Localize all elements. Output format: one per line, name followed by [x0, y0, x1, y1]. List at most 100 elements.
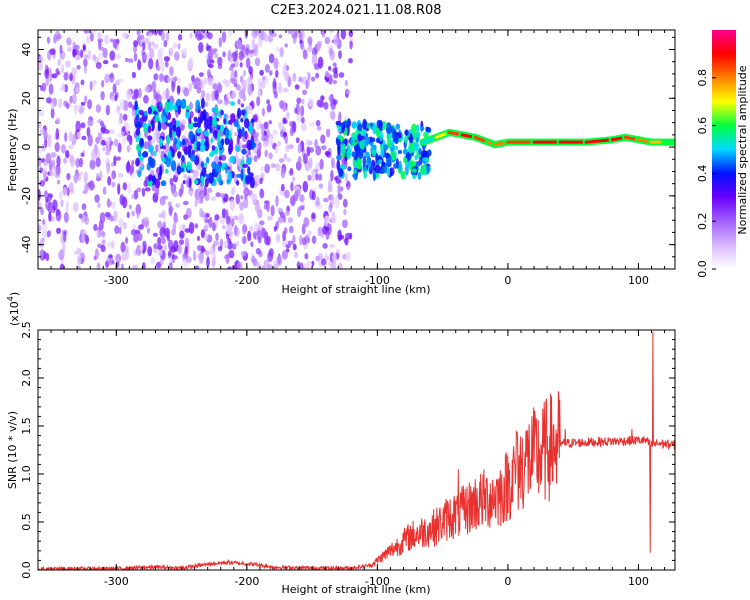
spectrogram-cell: [171, 80, 175, 93]
spectrogram-cell: [209, 126, 213, 134]
spectrogram-cell: [74, 177, 78, 184]
spectrogram-cell: [289, 167, 294, 176]
spectrogram-cell: [188, 222, 195, 234]
spectrogram-cell: [155, 144, 159, 153]
spectrogram-cell: [100, 46, 105, 52]
spectrogram-cell: [117, 142, 122, 153]
spectrogram-cell: [82, 189, 88, 195]
spectrogram-cell: [128, 204, 132, 210]
x-tick-label: 0: [504, 274, 511, 287]
spectrogram-cell: [50, 151, 57, 158]
spectrogram-cell: [178, 167, 185, 173]
spectrogram-cell: [38, 61, 42, 66]
spectrogram-cell: [347, 146, 352, 158]
spectrogram-cell: [209, 47, 213, 56]
spectrogram-cell: [78, 213, 83, 219]
spectrogram-cell: [181, 138, 186, 146]
spectrogram-cell: [182, 200, 189, 206]
spectrogram-cell: [65, 103, 70, 109]
spectrogram-cell: [47, 230, 52, 237]
spectrogram-cell: [38, 161, 42, 168]
spectrogram-cell: [238, 213, 244, 225]
spectrogram-cell: [208, 216, 213, 228]
spectrogram-cell: [273, 263, 279, 269]
spectrogram-cell: [152, 175, 156, 184]
spectrogram-cell: [223, 118, 227, 125]
spectrogram-cell: [120, 241, 126, 253]
spectrogram-cell: [173, 214, 179, 224]
spectrogram-cell: [109, 72, 115, 83]
spectrogram-cell: [66, 187, 70, 196]
spectrogram-cell: [255, 248, 261, 255]
spectrogram-cell: [126, 211, 130, 219]
spectrogram-cell: [264, 63, 271, 73]
spectrogram-cell: [211, 145, 216, 151]
spectrogram-cell: [181, 154, 185, 163]
spectrogram-cell: [116, 104, 121, 115]
spectrogram-cell: [275, 233, 281, 243]
spectrogram-cell: [205, 92, 211, 102]
spectrogram-cell: [51, 159, 56, 169]
spectrogram-cell: [354, 144, 361, 154]
spectrogram-cell: [150, 30, 155, 33]
spectrogram-cell: [268, 152, 273, 160]
spectrogram-cell: [80, 79, 85, 86]
spectrogram-cell: [71, 67, 78, 75]
spectrogram-cell: [256, 231, 262, 237]
spectrogram-cell: [248, 66, 253, 75]
spectrogram-cell: [245, 47, 249, 56]
spectrogram-cell: [345, 89, 351, 95]
spectrogram-cell: [91, 30, 97, 35]
spectrogram-cell: [208, 115, 213, 127]
spectrogram-cell: [107, 242, 111, 248]
spectrogram-cell: [210, 248, 216, 255]
spectrogram-cell: [212, 253, 216, 261]
spectrogram-cell: [136, 212, 140, 219]
y-tick-label: 1.5: [20, 417, 33, 435]
spectrogram-cell: [382, 161, 386, 167]
spectrogram-cell: [359, 135, 365, 141]
spectrogram-cell: [118, 172, 124, 178]
spectrogram-cell: [137, 170, 142, 178]
spectrogram-cell: [218, 174, 222, 186]
colorbar-label: Normalized spectral amplitude: [736, 65, 749, 234]
spectrogram-cell: [362, 127, 367, 138]
spectrogram-cell: [87, 134, 93, 147]
spectrogram-cell: [276, 255, 283, 267]
spectrogram-cell: [242, 144, 248, 149]
spectrogram-cell: [244, 30, 248, 39]
spectrogram-cell: [196, 86, 202, 94]
spectrogram-cell: [177, 78, 182, 84]
spectrogram-cell: [246, 157, 252, 166]
spectrogram-cell: [183, 87, 190, 97]
snr-panel: -300 -200 -100 0 100 0.0 0.5 1.0 1.5 2.0 2.5 Heigh…: [6, 292, 676, 596]
spectrogram-cell: [278, 82, 282, 94]
spectrogram-cell: [226, 179, 231, 185]
spectrogram-cell: [39, 180, 45, 187]
spectrogram-cell: [188, 190, 194, 195]
spectrogram-cell: [378, 120, 383, 130]
spectrogram-cell: [411, 123, 417, 133]
spectrogram-cell: [231, 90, 237, 99]
y-tick-label: 0.5: [20, 513, 33, 531]
spectrogram-cell: [282, 117, 287, 124]
spectrogram-cell: [92, 54, 97, 61]
spectrogram-cell: [210, 196, 217, 202]
spectrogram-cell: [195, 80, 202, 88]
spectrogram-cell: [57, 58, 61, 66]
spectrogram-cell: [301, 237, 307, 246]
spectrogram-cell: [196, 141, 201, 152]
spectrogram-cell: [76, 254, 82, 265]
spectrogram-cell: [268, 120, 273, 125]
spectrogram-cell: [168, 262, 173, 269]
spectrogram-cell: [58, 97, 63, 109]
spectrogram-cell: [122, 113, 128, 121]
spectrogram-cell: [247, 84, 253, 96]
spectrogram-cell: [114, 94, 118, 102]
spectrogram-cell: [50, 102, 55, 109]
spectrogram-cell: [76, 131, 82, 139]
spectrogram-cell: [150, 257, 156, 264]
spectrogram-cell: [153, 73, 159, 81]
spectrogram-cell: [147, 227, 150, 234]
